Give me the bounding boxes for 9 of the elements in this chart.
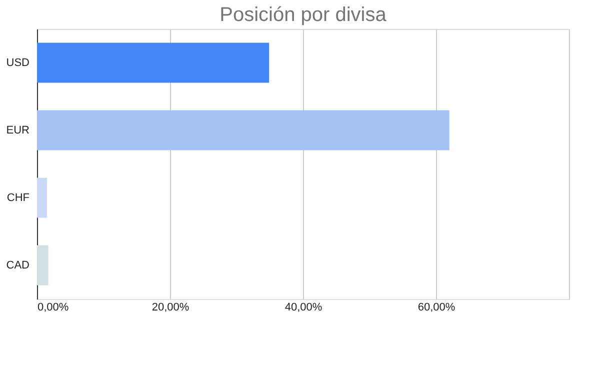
x-tick-label: 40,00% [284, 302, 322, 314]
chart-title: Posición por divisa [220, 4, 388, 26]
y-tick-label: CHF [6, 192, 30, 204]
x-tick-label: 20,00% [152, 302, 190, 314]
y-tick-label: CAD [6, 259, 30, 272]
x-tick-label: 60,00% [418, 302, 456, 314]
y-tick-label: USD [6, 56, 30, 69]
y-tick-label: EUR [6, 124, 30, 136]
x-tick-label: 0,00% [38, 302, 69, 314]
